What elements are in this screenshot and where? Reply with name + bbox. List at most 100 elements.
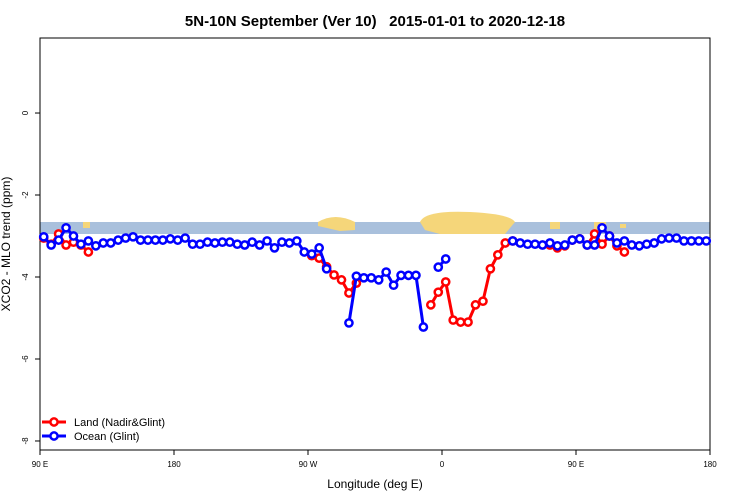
- y-axis-label: XCO2 - MLO trend (ppm): [0, 177, 13, 312]
- point: [433, 262, 444, 273]
- point: [277, 237, 287, 248]
- point: [396, 270, 406, 281]
- point: [358, 272, 369, 283]
- y-tick-label: -6: [21, 355, 30, 363]
- land-patch: [420, 211, 515, 234]
- point: [679, 236, 689, 246]
- x-axis-label: Longitude (deg E): [327, 477, 422, 491]
- point: [210, 238, 220, 248]
- point: [53, 235, 64, 245]
- point: [701, 236, 712, 246]
- point: [83, 247, 94, 257]
- point: [269, 243, 280, 253]
- point: [38, 231, 49, 242]
- point: [336, 275, 347, 285]
- point: [463, 317, 473, 327]
- point: [612, 238, 622, 248]
- point: [128, 231, 138, 242]
- y-tick-label: -4: [21, 273, 30, 281]
- point: [351, 271, 362, 282]
- ocean-strip: [40, 222, 710, 234]
- point: [291, 236, 302, 246]
- land-patch: [318, 217, 355, 231]
- point: [448, 315, 459, 325]
- point: [299, 247, 310, 257]
- point: [239, 240, 250, 250]
- point: [671, 233, 682, 243]
- point: [388, 280, 399, 291]
- point: [411, 270, 421, 281]
- point: [314, 243, 325, 253]
- y-tick-label: -8: [21, 437, 30, 445]
- point: [545, 238, 555, 248]
- point: [90, 240, 101, 251]
- point: [403, 270, 414, 281]
- point: [567, 235, 578, 245]
- point: [492, 250, 503, 260]
- y-tick-label: 0: [21, 110, 30, 115]
- point: [165, 234, 176, 244]
- point: [507, 236, 518, 246]
- point: [321, 263, 332, 274]
- point: [247, 237, 258, 248]
- point: [262, 236, 272, 246]
- point: [381, 267, 392, 277]
- point: [150, 235, 161, 245]
- point: [582, 240, 593, 250]
- point: [61, 240, 71, 250]
- point: [61, 222, 71, 233]
- point: [522, 239, 533, 250]
- point: [232, 239, 243, 250]
- point: [83, 236, 94, 246]
- point: [284, 238, 295, 248]
- point: [686, 236, 697, 246]
- legend-marker: [49, 417, 59, 427]
- legend-marker: [49, 431, 59, 441]
- point: [46, 240, 57, 250]
- point: [143, 235, 153, 245]
- point: [552, 240, 563, 251]
- chart-title: 5N-10N September (Ver 10) 2015-01-01 to …: [185, 13, 565, 30]
- point: [515, 238, 526, 248]
- point: [574, 234, 585, 244]
- point: [634, 240, 645, 251]
- point: [113, 235, 124, 245]
- land-patch: [620, 224, 626, 228]
- point: [329, 270, 339, 280]
- point: [440, 277, 451, 287]
- point: [649, 238, 660, 248]
- map-strip: [40, 211, 710, 234]
- point: [619, 247, 630, 257]
- x-tick-label: 0: [440, 460, 445, 469]
- point: [589, 240, 600, 250]
- point: [425, 300, 436, 310]
- point: [344, 288, 354, 298]
- land-patch: [83, 222, 90, 228]
- point: [254, 240, 265, 250]
- point: [373, 275, 384, 285]
- point: [478, 296, 488, 307]
- point: [530, 239, 540, 250]
- point: [157, 235, 168, 245]
- point: [440, 254, 451, 264]
- point: [195, 239, 205, 250]
- y-tick-label: -2: [21, 191, 30, 199]
- point: [187, 239, 198, 250]
- point: [98, 238, 109, 248]
- point: [559, 240, 570, 250]
- point: [485, 263, 496, 274]
- legend-label: Land (Nadir&Glint): [74, 417, 165, 429]
- point: [455, 317, 466, 327]
- legend-label: Ocean (Glint): [74, 431, 139, 443]
- point: [76, 239, 86, 250]
- point: [224, 237, 235, 248]
- point: [693, 236, 704, 246]
- point: [619, 236, 630, 246]
- x-tick-label: 180: [703, 460, 717, 469]
- legend: Land (Nadir&Glint) Ocean (Glint): [42, 417, 165, 443]
- point: [366, 272, 377, 283]
- point: [217, 237, 228, 248]
- point: [418, 322, 429, 332]
- point: [656, 234, 667, 244]
